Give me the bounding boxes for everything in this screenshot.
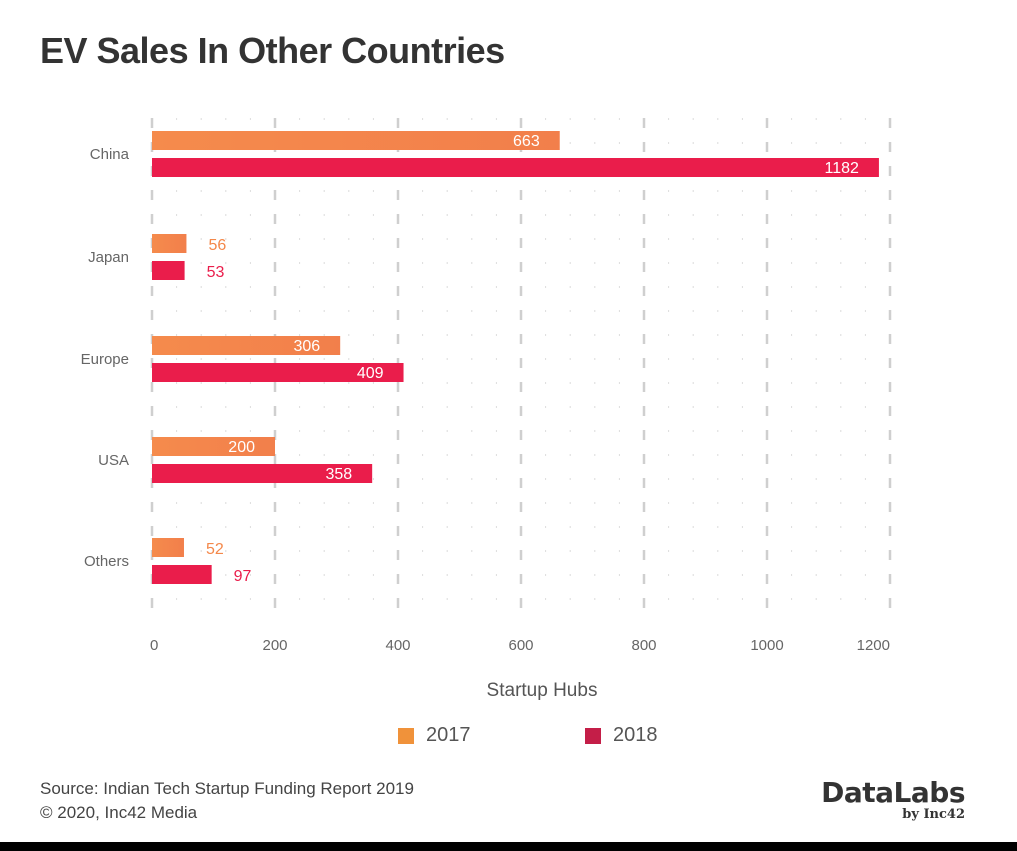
x-tick-label: 600 xyxy=(508,637,533,654)
data-label: 1182 xyxy=(825,160,860,177)
bar-chart: 663 1182 56 53 306 409 200 358 52 97 China Japan Eu… xyxy=(81,118,892,701)
category-label: Japan xyxy=(88,249,129,266)
legend-item-2017: 2017 xyxy=(398,724,471,747)
source-text: Source: Indian Tech Startup Funding Repo… xyxy=(40,779,414,798)
data-label: 409 xyxy=(357,365,384,382)
data-label: 52 xyxy=(206,541,224,558)
category-label: China xyxy=(90,146,130,163)
x-tick-label: 400 xyxy=(385,637,410,654)
category-label: Others xyxy=(84,553,129,570)
copyright-text: © 2020, Inc42 Media xyxy=(40,803,198,822)
data-label: 53 xyxy=(207,264,225,281)
brand-byline: by Inc42 xyxy=(902,807,965,822)
legend-label-2017: 2017 xyxy=(426,724,471,746)
x-tick-label: 1200 xyxy=(857,637,890,654)
bar-2018-japan xyxy=(152,261,185,280)
bar-2018-usa xyxy=(152,464,373,483)
bar-2017-europe xyxy=(152,336,341,355)
x-tick-label: 200 xyxy=(262,637,287,654)
bar-2018-china xyxy=(152,158,879,177)
brand-logo: DataLabs by Inc42 xyxy=(821,776,965,822)
bar-2017-china xyxy=(152,131,560,150)
legend-label-2018: 2018 xyxy=(613,724,658,746)
bottom-bar xyxy=(0,842,1017,851)
x-tick-label: 0 xyxy=(150,637,158,654)
bar-2017-usa xyxy=(152,437,275,456)
legend-swatch-2017 xyxy=(398,727,414,744)
data-label: 56 xyxy=(208,237,226,254)
data-label: 663 xyxy=(513,133,540,150)
x-axis-title: Startup Hubs xyxy=(487,680,598,701)
category-labels: China Japan Europe USA Others xyxy=(81,146,130,570)
legend-swatch-2018 xyxy=(585,727,601,744)
category-label: USA xyxy=(98,452,129,469)
chart-title: EV Sales In Other Countries xyxy=(40,30,505,71)
data-label: 97 xyxy=(234,568,252,585)
x-tick-label: 800 xyxy=(631,637,656,654)
bar-2018-europe xyxy=(152,363,404,382)
bar-2018-others xyxy=(152,565,212,584)
bars: 663 1182 56 53 306 409 200 358 52 97 xyxy=(152,131,879,585)
category-label: Europe xyxy=(81,351,129,368)
data-label: 200 xyxy=(228,439,255,456)
bar-2017-others xyxy=(152,538,184,557)
legend-item-2018: 2018 xyxy=(585,724,658,747)
x-tick-labels: 0 200 400 600 800 1000 1200 xyxy=(150,637,890,654)
x-tick-label: 1000 xyxy=(750,637,783,654)
data-label: 306 xyxy=(293,338,320,355)
bar-2017-japan xyxy=(152,234,187,253)
footer: Source: Indian Tech Startup Funding Repo… xyxy=(40,777,414,825)
brand-name: DataLabs xyxy=(821,776,965,809)
data-label: 358 xyxy=(325,466,352,483)
